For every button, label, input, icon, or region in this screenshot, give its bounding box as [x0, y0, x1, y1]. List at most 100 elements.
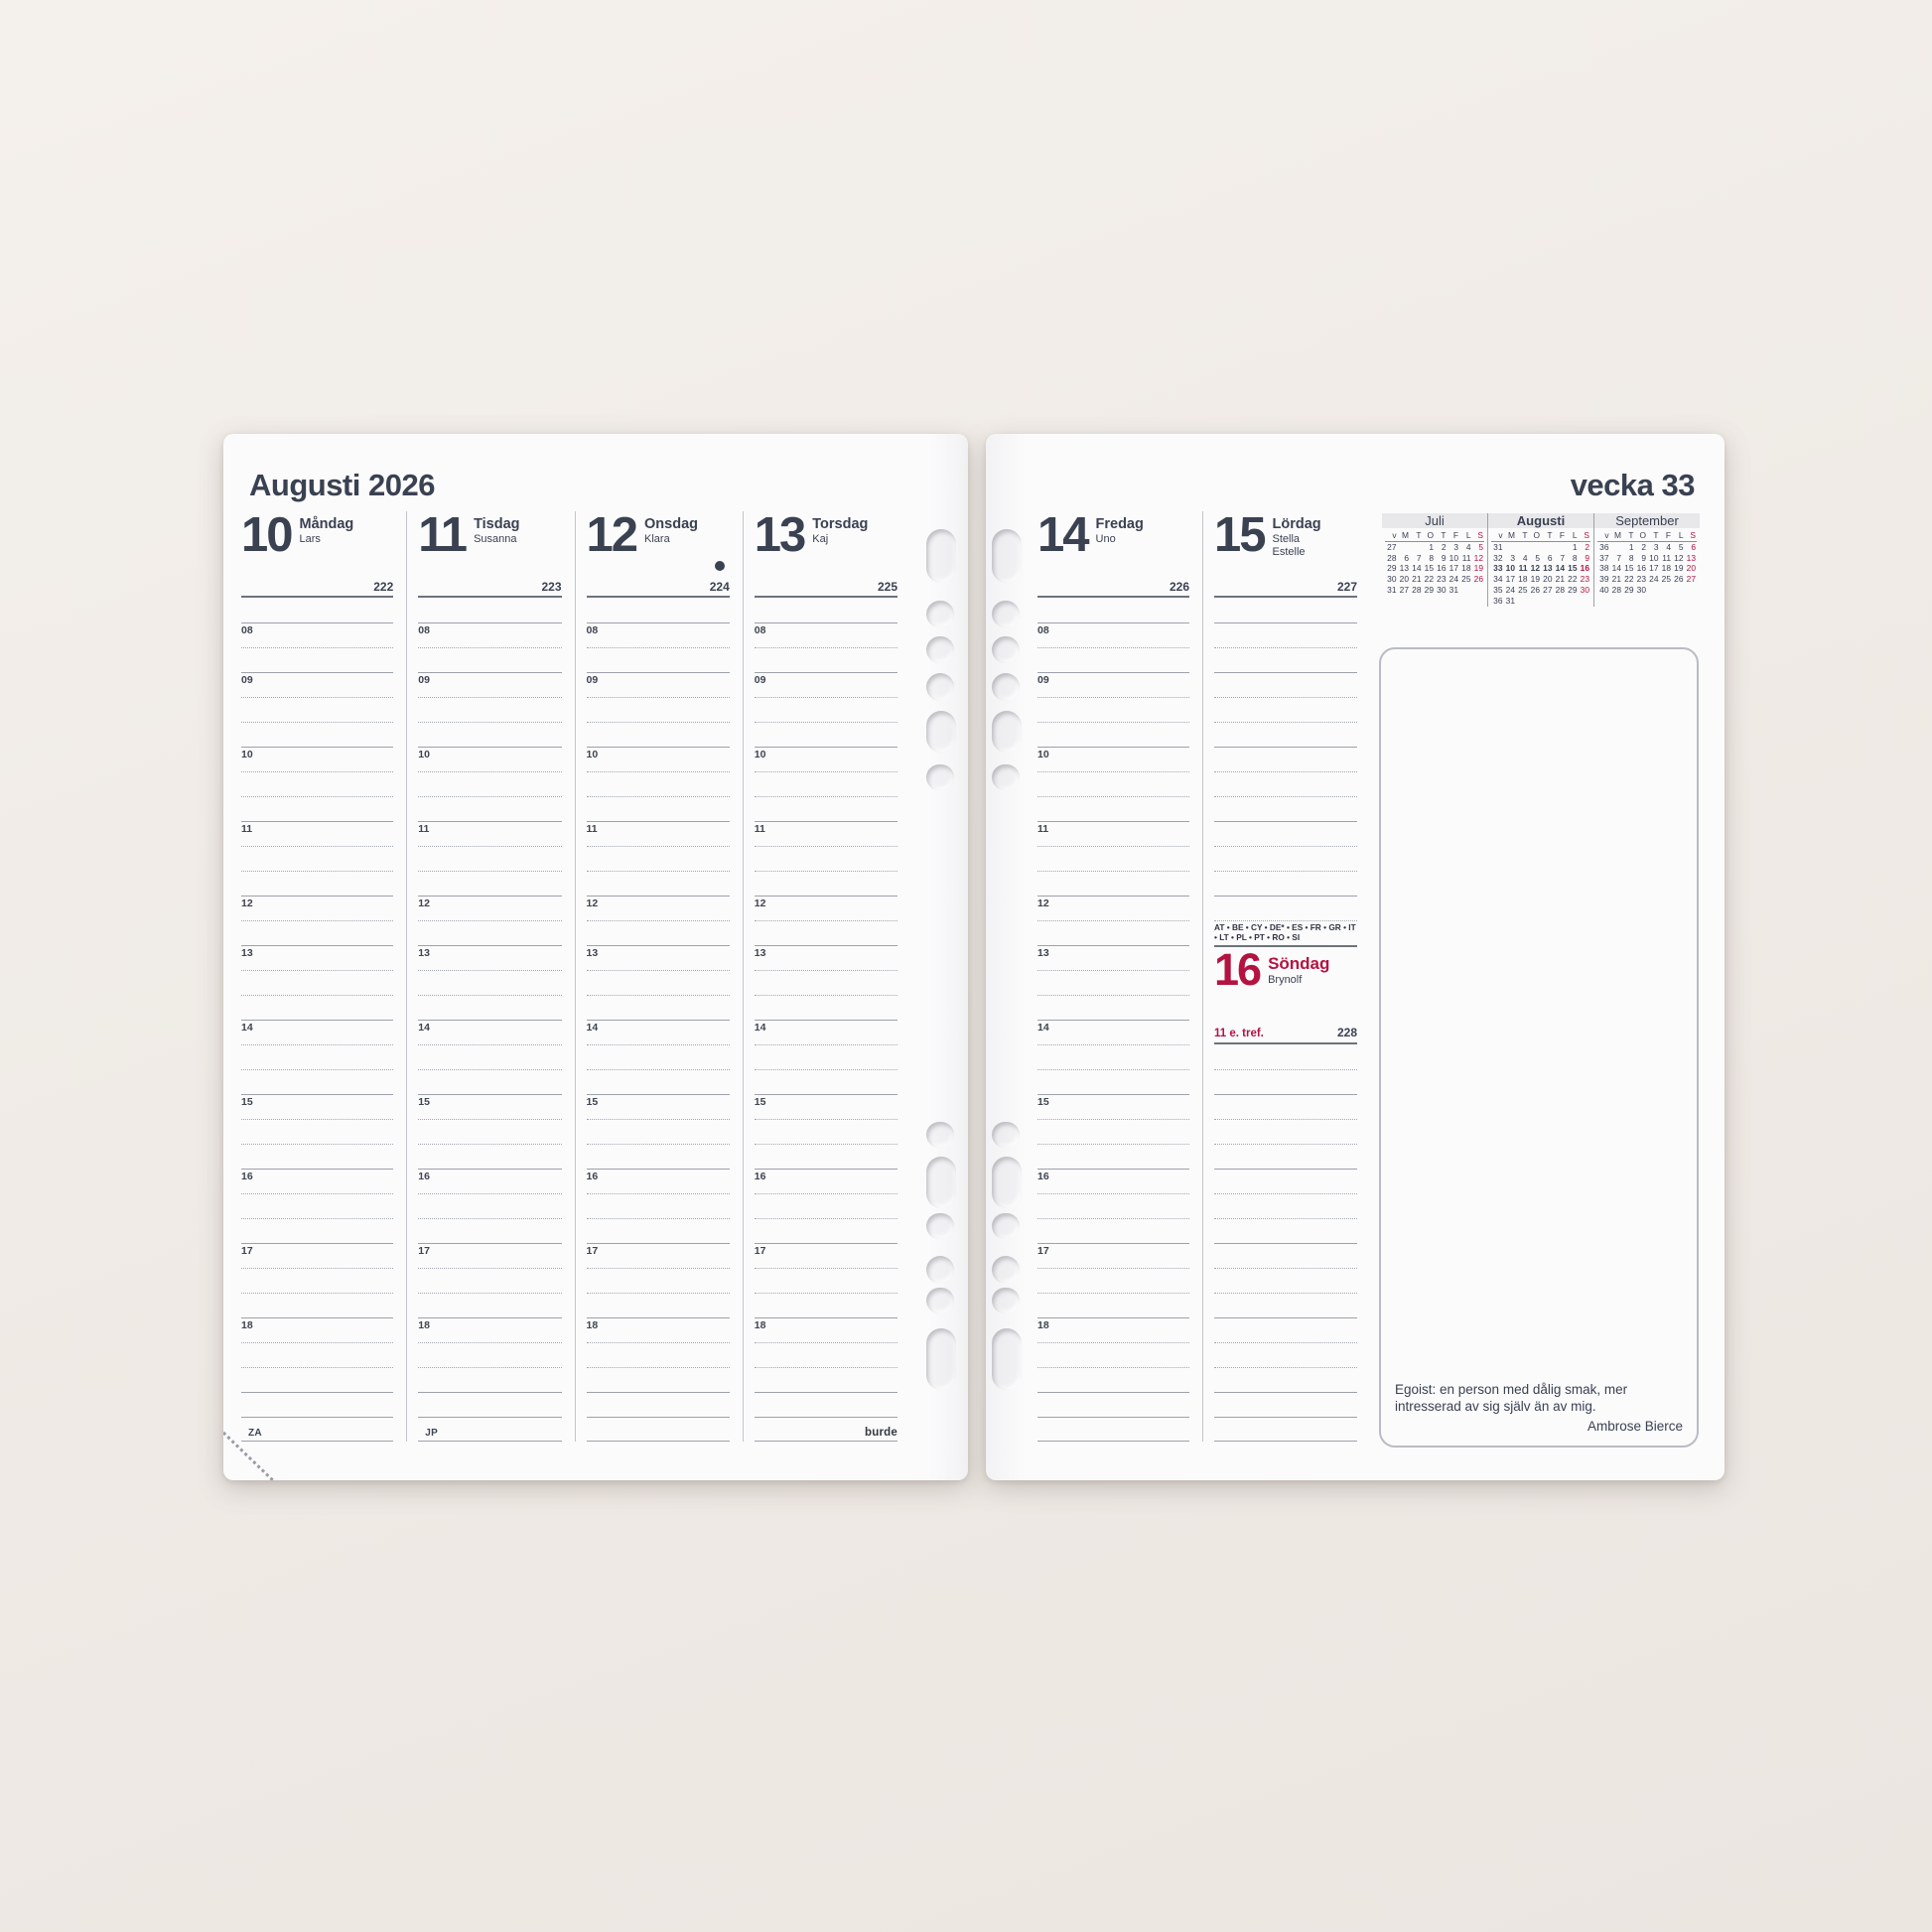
hour-label: 14: [754, 1022, 766, 1034]
timeslot-row: 16: [418, 1169, 562, 1193]
timeslot-row: [241, 1193, 394, 1218]
holiday-country-code: ZA: [248, 1428, 262, 1439]
hour-label: 15: [1037, 1096, 1049, 1108]
timeslot-row: 09: [241, 672, 394, 697]
church-day-label: 11 e. tref.: [1214, 1028, 1264, 1039]
minical-day: 11: [1662, 552, 1671, 563]
timeslot-row: 08: [241, 622, 394, 647]
punch-hole: [926, 1157, 956, 1208]
hour-label: 09: [418, 674, 430, 686]
minical-weekday-header: M: [1397, 530, 1410, 542]
minical-month: Augusti v M T O T F L S 31 1 2 32 3 4 5 6 7 8 9 33 10 11 12 13 14…: [1487, 513, 1593, 607]
timeslot-row: [1037, 771, 1189, 796]
timeslot-row: [1037, 1044, 1189, 1069]
minical-week-number: 37: [1599, 552, 1609, 563]
day-name: Onsdag: [644, 516, 698, 532]
minical-day: 30: [1580, 584, 1589, 595]
minical-weekday-header: M: [1503, 530, 1516, 542]
hour-label: 18: [1037, 1319, 1049, 1331]
timeslot-row: [754, 1218, 897, 1243]
minical-day: 25: [1461, 574, 1471, 585]
minical-day: 30: [1636, 584, 1646, 595]
punch-hole: [926, 1122, 954, 1148]
hour-label: 10: [586, 749, 599, 760]
timeslot-row: 14: [241, 1020, 394, 1044]
day-names: Måndag Lars: [300, 511, 354, 596]
timeslot-row: 11: [1037, 821, 1189, 846]
sunday-name: Söndag: [1268, 954, 1330, 973]
timeslot-row: [1037, 1069, 1189, 1094]
timeslot-row: [586, 1268, 730, 1293]
hour-label: 08: [586, 624, 599, 636]
timeslot-row: [418, 796, 562, 821]
timeslot-row: [586, 771, 730, 796]
timeslot-row: [1214, 1243, 1357, 1268]
minical-day: 20: [1686, 563, 1696, 574]
minical-day: 29: [1568, 584, 1578, 595]
hour-label: 11: [754, 823, 765, 835]
minical-weekday-header: T: [1516, 530, 1529, 542]
minical-day: [1459, 585, 1472, 596]
timeslot-row: [754, 1144, 897, 1169]
timeslot-row: [418, 920, 562, 945]
timeslot-row: [754, 1044, 897, 1069]
minical-weekday-header: F: [1659, 530, 1672, 542]
day-header: 11 Tisdag Susanna 223: [418, 511, 562, 598]
minical-day: 26: [1473, 574, 1483, 585]
timeslot-row: 12: [586, 896, 730, 920]
minical-weekday-header: T: [1622, 530, 1635, 542]
timeslot-row: 17: [241, 1243, 394, 1268]
minical-day: [1660, 585, 1673, 596]
minical-day: 19: [1530, 574, 1540, 585]
day-number: 14: [1037, 508, 1089, 562]
minical-day: [1529, 596, 1542, 607]
day-names: Fredag Uno: [1096, 511, 1144, 596]
timeslot-row: [1037, 1144, 1189, 1169]
hour-label: 10: [418, 749, 430, 760]
hour-label: 10: [241, 749, 253, 760]
minical-day: [1516, 596, 1529, 607]
timeslot-row: [586, 722, 730, 747]
timeslot-row: 09: [586, 672, 730, 697]
minical-weekday-header: v: [1597, 530, 1610, 542]
timeslot-row: [1214, 1317, 1357, 1342]
minical-day: 6: [1691, 541, 1696, 552]
timeslot-row: [1214, 1268, 1357, 1293]
timeslot-row: [586, 1218, 730, 1243]
punch-hole: [992, 1157, 1022, 1208]
timeslot-row: [754, 1193, 897, 1218]
minical-day: 17: [1449, 563, 1458, 574]
timeslot-row: 13: [418, 945, 562, 970]
timeslot-row: 13: [1037, 945, 1189, 970]
minical-grid: v M T O T F L S 36 1 2 3 4 5 6 37 7 8 9 10 11 12 13 38 14 15 16 17 1…: [1594, 528, 1700, 596]
minical-day: 3: [1453, 541, 1458, 552]
minical-day: 14: [1555, 563, 1565, 574]
timeslot-row: 18: [754, 1317, 897, 1342]
day-column-inner: 10 Måndag Lars 222 08 09 10 11 12 13 14 15 16 17 18 ZA: [241, 511, 394, 1442]
day-names: Torsdag Kaj: [812, 511, 868, 596]
minical-weekday-header: T: [1541, 530, 1554, 542]
day-number: 12: [586, 508, 638, 562]
timeslot-row: [1037, 871, 1189, 896]
minical-day: 31: [1505, 595, 1515, 606]
sunday-block: 16 Söndag Brynolf 11 e. tref. 228: [1214, 945, 1357, 1044]
day-name: Fredag: [1095, 516, 1144, 532]
minical-day: 12: [1473, 552, 1483, 563]
punch-hole: [992, 673, 1020, 701]
minical-day: 1: [1429, 541, 1434, 552]
timeslot-row: [241, 1044, 394, 1069]
minical-day: 20: [1543, 574, 1553, 585]
hour-label: 14: [1037, 1022, 1049, 1034]
timeslot-row: [754, 697, 897, 722]
page-title: Augusti 2026: [249, 468, 435, 502]
timeslot-row: [1037, 846, 1189, 871]
minical-day: 17: [1505, 574, 1515, 585]
day-column: 15 Lördag Stella Estelle 227 AT • BE • CY • D…: [1202, 511, 1370, 1442]
timeslot-row: [1214, 821, 1357, 846]
minical-week-number: 30: [1387, 574, 1397, 585]
minical-month: Juli v M T O T F L S 27 1 2 3 4 5 28 6 7 8 9 10 11 12 29 13 14 15 1…: [1382, 513, 1487, 607]
timeslot-row: [1037, 697, 1189, 722]
minical-weekday-header: L: [1566, 530, 1579, 542]
minical-week-number: 38: [1599, 563, 1609, 574]
timeslot-row: [586, 1293, 730, 1317]
